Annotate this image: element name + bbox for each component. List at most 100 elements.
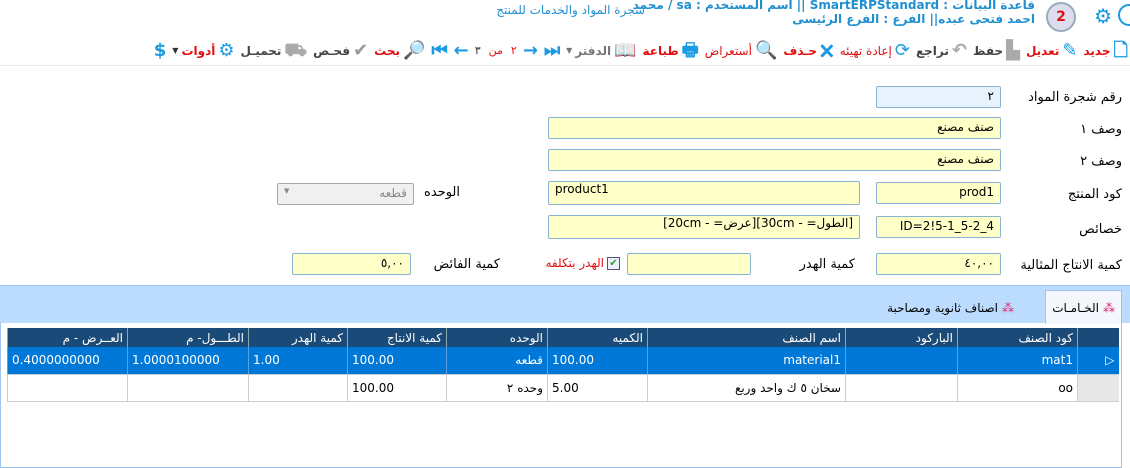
delete-button[interactable]: 🗙 حـذف bbox=[783, 41, 833, 60]
desc2-label: وصف ٢ bbox=[1080, 154, 1122, 169]
back-icon[interactable] bbox=[1118, 4, 1130, 26]
save-button[interactable]: ▙ حفظ bbox=[972, 39, 1020, 61]
finance-button[interactable]: $ bbox=[154, 41, 167, 60]
column-header[interactable]: العــرض - م bbox=[7, 328, 128, 347]
undo-label: تراجع bbox=[915, 43, 949, 58]
cell[interactable]: 1.00 bbox=[248, 347, 348, 375]
print-button[interactable]: 🖶 طباعة bbox=[643, 39, 699, 61]
first-icon: ⏮ bbox=[431, 39, 448, 61]
ledger-dropdown[interactable]: 📖 الدفتر ▼ bbox=[566, 39, 637, 61]
surplus-field[interactable]: ٥,٠٠ bbox=[292, 253, 411, 275]
row-indicator[interactable]: ▷ bbox=[1077, 347, 1119, 375]
last-record-button[interactable]: ⏭ bbox=[544, 41, 560, 60]
settings-icon[interactable]: ⚙ bbox=[1094, 4, 1112, 28]
cell[interactable]: سخان ٥ ك واحد وربع bbox=[647, 374, 846, 402]
cell[interactable] bbox=[845, 374, 958, 402]
record-position: ٢ من ٣ bbox=[475, 44, 517, 57]
cell[interactable]: material1 bbox=[647, 347, 846, 375]
previous-record-button[interactable]: ← bbox=[453, 39, 469, 61]
truck-icon: ⛟ bbox=[284, 39, 308, 61]
chevron-down-icon: ▼ bbox=[284, 187, 290, 195]
cell[interactable]: قطعه bbox=[446, 347, 548, 375]
floppy-icon: ▙ bbox=[1006, 39, 1020, 61]
tab-secondary-items[interactable]: ⁂ اصناف ثانوية ومصاحبة bbox=[881, 292, 1020, 323]
waste-cost-checkbox[interactable]: ✔ bbox=[607, 257, 620, 270]
tools-dropdown[interactable]: ⚙ أدوات ▼ bbox=[172, 41, 234, 60]
edit-button[interactable]: ✎ تعديل bbox=[1025, 41, 1078, 60]
check-button[interactable]: ✔ فحـص bbox=[313, 39, 369, 61]
avatar[interactable]: 2 bbox=[1046, 2, 1076, 32]
product-name-field[interactable]: product1 bbox=[548, 181, 860, 205]
cell[interactable] bbox=[248, 374, 348, 402]
edit-label: تعديل bbox=[1025, 43, 1060, 58]
branch-info: احمد فتحى عبده|| الفرع : الفرع الرئيسى bbox=[792, 12, 1035, 26]
cell[interactable]: mat1 bbox=[957, 347, 1078, 375]
current-row-icon: ▷ bbox=[1105, 353, 1115, 368]
cell[interactable]: 1.0000100000 bbox=[127, 347, 249, 375]
tab-materials[interactable]: ⁂ الخـامـات bbox=[1045, 290, 1122, 324]
reset-button[interactable]: ⟳ إعادة تهيئه bbox=[840, 39, 910, 61]
attrs-id-field[interactable]: ID=2!5-1_5-2_4 bbox=[876, 216, 1001, 238]
cell[interactable]: 100.00 bbox=[347, 374, 447, 402]
column-header[interactable]: كمية الانتاج bbox=[347, 328, 447, 347]
tab-secondary-label: اصناف ثانوية ومصاحبة bbox=[887, 300, 998, 315]
tree-no-label: رقم شجرة المواد bbox=[1028, 90, 1122, 105]
cell[interactable]: 0.4000000000 bbox=[7, 347, 128, 375]
search-button[interactable]: 🔎 بحث bbox=[374, 39, 426, 61]
column-header[interactable]: الطـــول- م bbox=[127, 328, 249, 347]
column-header[interactable]: الوحده bbox=[446, 328, 548, 347]
tab-strip bbox=[0, 285, 1130, 323]
printer-icon: 🖶 bbox=[681, 39, 699, 61]
toolbar: 🗋 جديد ✎ تعديل ▙ حفظ ↶ تراجع ⟳ إعادة تهيئه 🗙 ح… bbox=[0, 36, 1130, 66]
preview-button[interactable]: 🔍 أستعراض bbox=[705, 41, 778, 60]
tab-materials-label: الخـامـات bbox=[1052, 300, 1099, 315]
undo-button[interactable]: ↶ تراجع bbox=[915, 41, 967, 60]
nav-of: من bbox=[488, 44, 503, 57]
cell[interactable]: oo bbox=[957, 374, 1078, 402]
unit-label: الوحده bbox=[424, 185, 460, 200]
column-header[interactable]: كود الصنف bbox=[957, 328, 1078, 347]
column-header[interactable]: اسم الصنف bbox=[647, 328, 846, 347]
attrs-text-field[interactable]: [الطول= - 30cm][عرض= - 20cm] bbox=[548, 215, 860, 239]
dropdown-arrow-icon: ▼ bbox=[566, 46, 573, 55]
materials-grid: كود الصنف الباركود اسم الصنف الكميه الوح… bbox=[7, 328, 1119, 402]
checkmark-icon: ✔ bbox=[353, 39, 369, 61]
unit-value: قطعه bbox=[379, 186, 407, 200]
load-button[interactable]: ⛟ تحميـل bbox=[241, 39, 308, 61]
desc2-field[interactable]: صنف مصنع bbox=[548, 149, 1001, 171]
new-button[interactable]: 🗋 جديد bbox=[1083, 41, 1128, 60]
cell[interactable] bbox=[127, 374, 249, 402]
search-icon: 🔎 bbox=[403, 39, 426, 61]
delete-label: حـذف bbox=[783, 43, 817, 58]
tree-no-field[interactable]: ٢ bbox=[876, 86, 1001, 108]
cell[interactable]: 100.00 bbox=[547, 347, 648, 375]
waste-qty-field[interactable] bbox=[627, 253, 751, 275]
new-label: جديد bbox=[1083, 43, 1111, 58]
tree-icon: ⁂ bbox=[1103, 300, 1115, 315]
row-indicator-header bbox=[1077, 328, 1119, 347]
table-row[interactable]: oo سخان ٥ ك واحد وربع 5.00 وحده ٢ 100.00 bbox=[7, 374, 1119, 402]
row-indicator[interactable] bbox=[1077, 374, 1119, 402]
column-header[interactable]: الباركود bbox=[845, 328, 958, 347]
first-record-button[interactable]: ⏮ bbox=[431, 39, 448, 61]
save-label: حفظ bbox=[972, 43, 1004, 58]
column-header[interactable]: كمية الهدر bbox=[248, 328, 348, 347]
tree-icon: ⁂ bbox=[1002, 300, 1014, 315]
cell[interactable]: 5.00 bbox=[547, 374, 648, 402]
desc1-field[interactable]: صنف مصنع bbox=[548, 117, 1001, 139]
cell[interactable] bbox=[845, 347, 958, 375]
product-code-field[interactable]: prod1 bbox=[876, 182, 1001, 204]
next-record-button[interactable]: → bbox=[522, 39, 538, 61]
check-label: فحـص bbox=[313, 43, 351, 58]
refresh-icon: ⟳ bbox=[894, 39, 910, 61]
arrow-right-icon: → bbox=[522, 39, 538, 61]
cell[interactable] bbox=[7, 374, 128, 402]
cell[interactable]: 100.00 bbox=[347, 347, 447, 375]
book-icon: 📖 bbox=[614, 39, 637, 61]
column-header[interactable]: الكميه bbox=[547, 328, 648, 347]
unit-select[interactable]: قطعه ▼ bbox=[277, 183, 414, 205]
arrow-left-icon: ← bbox=[453, 39, 469, 61]
ideal-qty-field[interactable]: ٤٠,٠٠ bbox=[876, 253, 1001, 275]
cell[interactable]: وحده ٢ bbox=[446, 374, 548, 402]
table-row[interactable]: ▷ mat1 material1 100.00 قطعه 100.00 1.00… bbox=[7, 347, 1119, 375]
